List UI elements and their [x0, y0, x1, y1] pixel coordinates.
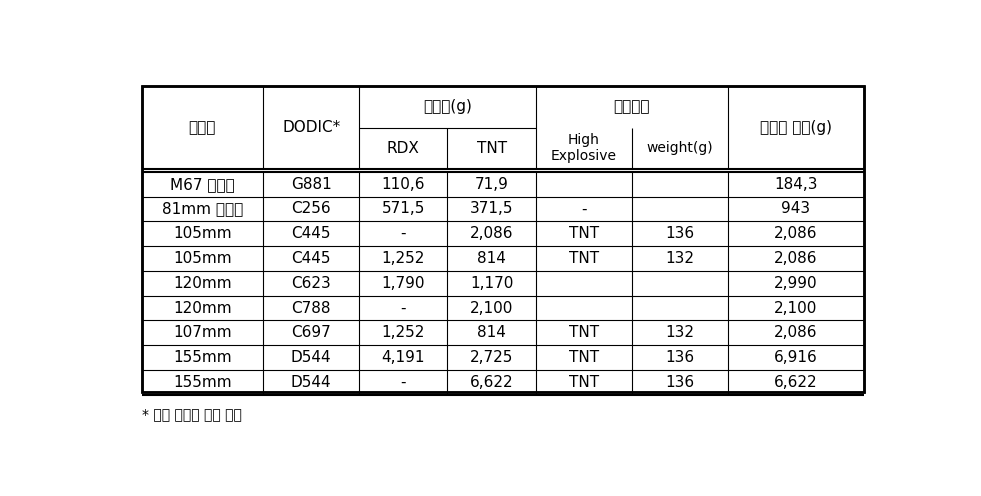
Text: 1,790: 1,790	[382, 276, 425, 291]
Text: 주장약 총량(g): 주장약 총량(g)	[759, 120, 832, 135]
Bar	[141, 86, 864, 392]
Text: TNT: TNT	[569, 226, 598, 241]
Text: 814: 814	[478, 251, 506, 266]
Text: 105mm: 105mm	[173, 226, 232, 241]
Text: 571,5: 571,5	[382, 201, 425, 216]
Text: C697: C697	[291, 325, 331, 340]
Text: RDX: RDX	[387, 141, 420, 156]
Text: 105mm: 105mm	[173, 251, 232, 266]
Text: 136: 136	[665, 226, 695, 241]
Text: 120mm: 120mm	[173, 301, 232, 315]
Text: 2,725: 2,725	[470, 350, 513, 365]
Text: -: -	[400, 301, 406, 315]
Text: 71,9: 71,9	[475, 177, 508, 191]
Text: 132: 132	[665, 251, 695, 266]
Text: 6,622: 6,622	[774, 375, 817, 390]
Text: 155mm: 155mm	[173, 375, 232, 390]
Text: TNT: TNT	[569, 350, 598, 365]
Text: TNT: TNT	[569, 325, 598, 340]
Bar	[141, 86, 864, 392]
Text: 4,191: 4,191	[382, 350, 425, 365]
Text: 1,170: 1,170	[470, 276, 513, 291]
Text: 107mm: 107mm	[173, 325, 232, 340]
Text: 132: 132	[665, 325, 695, 340]
Text: 2,990: 2,990	[774, 276, 817, 291]
Text: G881: G881	[290, 177, 332, 191]
Text: 주장약(g): 주장약(g)	[423, 99, 472, 115]
Text: 1,252: 1,252	[382, 251, 425, 266]
Text: 81mm 박격포: 81mm 박격포	[162, 201, 243, 216]
Text: 6,622: 6,622	[470, 375, 513, 390]
Text: TNT: TNT	[569, 375, 598, 390]
Text: 포탄명: 포탄명	[188, 120, 216, 135]
Text: -: -	[581, 201, 587, 216]
Text: M67 수류탄: M67 수류탄	[170, 177, 234, 191]
Text: 6,916: 6,916	[774, 350, 817, 365]
Text: 2,086: 2,086	[774, 325, 817, 340]
Text: -: -	[400, 226, 406, 241]
Text: 184,3: 184,3	[774, 177, 817, 191]
Text: 2,100: 2,100	[774, 301, 817, 315]
Text: C256: C256	[291, 201, 331, 216]
Text: D544: D544	[290, 350, 332, 365]
Text: TNT: TNT	[477, 141, 507, 156]
Text: 2,100: 2,100	[470, 301, 513, 315]
Text: High
Explosive: High Explosive	[551, 133, 617, 163]
Text: 110,6: 110,6	[382, 177, 425, 191]
Text: 155mm: 155mm	[173, 350, 232, 365]
Text: * 미국 국방부 식별 번호: * 미국 국방부 식별 번호	[141, 407, 241, 421]
Text: C788: C788	[291, 301, 331, 315]
Text: TNT: TNT	[569, 251, 598, 266]
Text: C445: C445	[291, 251, 331, 266]
Text: C445: C445	[291, 226, 331, 241]
Text: 120mm: 120mm	[173, 276, 232, 291]
Text: 136: 136	[665, 375, 695, 390]
Text: 136: 136	[665, 350, 695, 365]
Text: 2,086: 2,086	[774, 251, 817, 266]
Text: DODIC*: DODIC*	[282, 120, 340, 135]
Text: 371,5: 371,5	[470, 201, 513, 216]
Text: D544: D544	[290, 375, 332, 390]
Text: 2,086: 2,086	[470, 226, 513, 241]
Text: 814: 814	[478, 325, 506, 340]
Text: weight(g): weight(g)	[646, 141, 713, 155]
Text: 943: 943	[781, 201, 810, 216]
Text: C623: C623	[291, 276, 331, 291]
Text: 1,252: 1,252	[382, 325, 425, 340]
Text: -: -	[400, 375, 406, 390]
Text: 보조장약: 보조장약	[613, 99, 650, 115]
Text: 2,086: 2,086	[774, 226, 817, 241]
